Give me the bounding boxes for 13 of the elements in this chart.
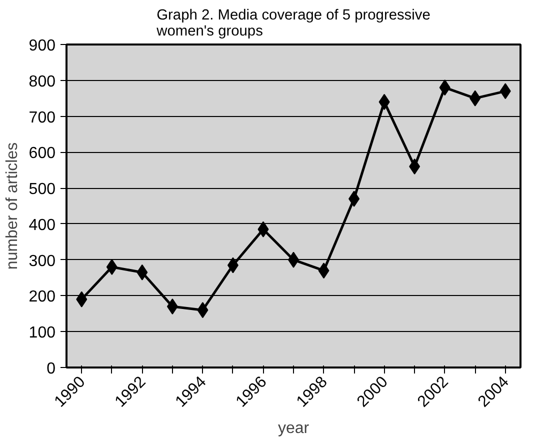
y-tick-label: 700 [28,109,56,126]
y-tick-label: 600 [28,145,56,162]
y-tick-label: 400 [28,216,56,234]
y-tick-label: 900 [28,38,56,54]
y-tick-label: 0 [46,360,56,378]
y-tick-label: 300 [28,252,56,270]
y-tick-label: 500 [28,181,56,198]
x-axis-title: year [278,420,310,438]
y-tick-label: 800 [28,73,56,90]
y-tick-label: 200 [28,288,56,306]
y-axis-title: number of articles [4,142,21,270]
y-tick-label: 100 [28,324,56,342]
chart-title: Graph 2. Media coverage of 5 progressive women's groups [156,8,430,40]
